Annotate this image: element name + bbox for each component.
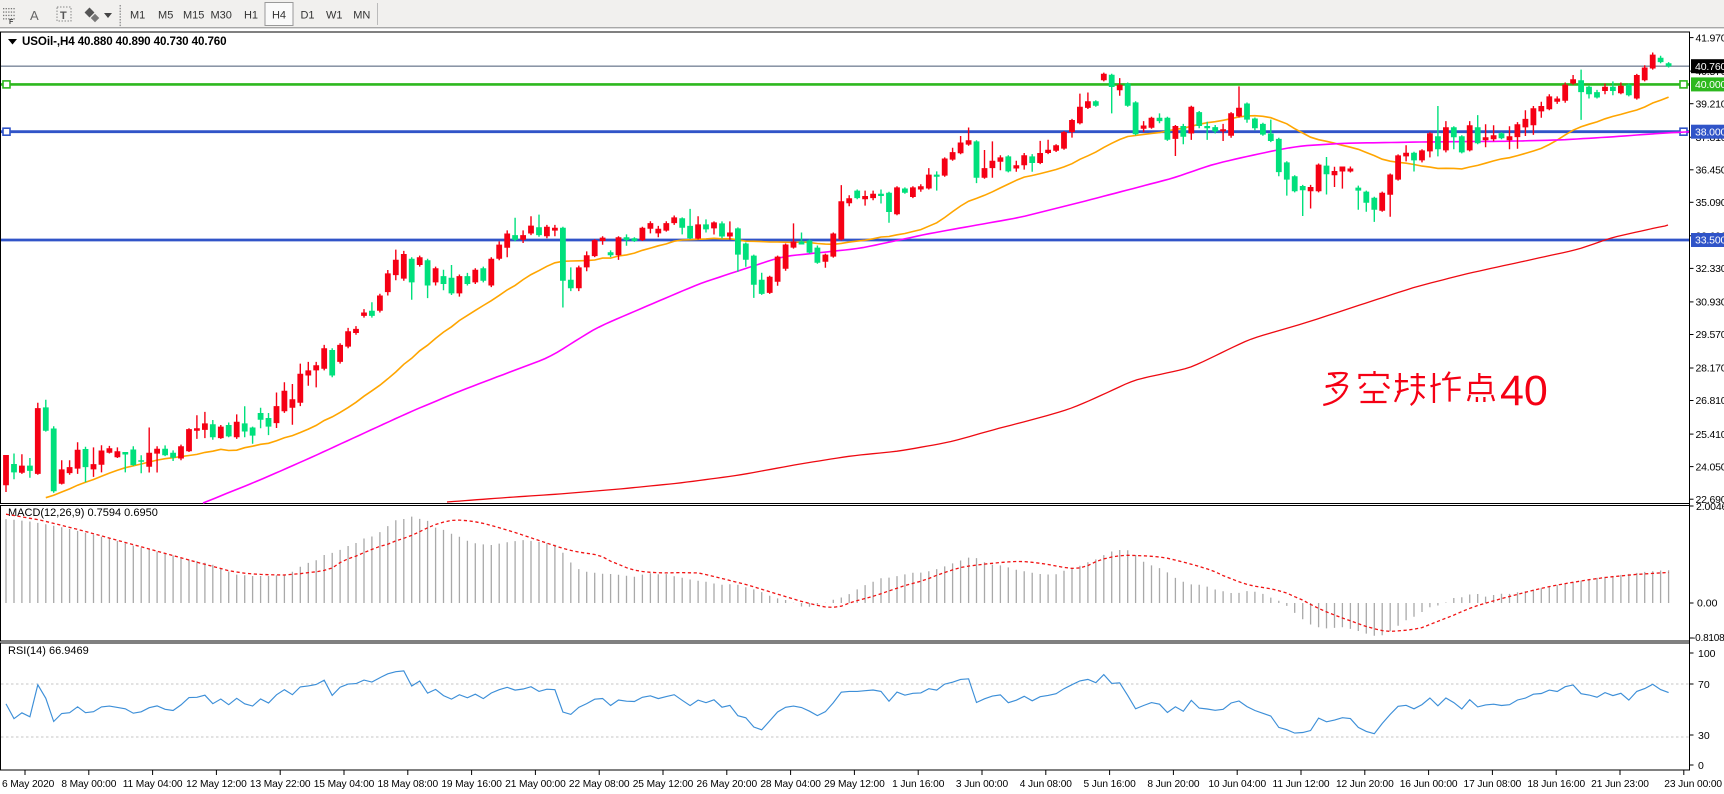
svg-text:T: T bbox=[60, 10, 67, 22]
svg-text:H1: H1 bbox=[244, 9, 258, 21]
svg-text:RSI(14) 66.9469: RSI(14) 66.9469 bbox=[8, 645, 89, 657]
svg-text:23 Jun 00:00: 23 Jun 00:00 bbox=[1664, 779, 1722, 790]
svg-text:70: 70 bbox=[1698, 679, 1710, 691]
svg-text:2.0046: 2.0046 bbox=[1696, 501, 1724, 513]
svg-text:28 May 04:00: 28 May 04:00 bbox=[760, 779, 821, 790]
svg-text:28.170: 28.170 bbox=[1696, 363, 1724, 375]
svg-text:M1: M1 bbox=[130, 9, 145, 21]
svg-text:A: A bbox=[30, 8, 39, 23]
svg-text:1 Jun 16:00: 1 Jun 16:00 bbox=[892, 779, 945, 790]
svg-text:21 May 00:00: 21 May 00:00 bbox=[505, 779, 566, 790]
svg-text:8 May 00:00: 8 May 00:00 bbox=[61, 779, 116, 790]
svg-text:36.450: 36.450 bbox=[1696, 165, 1724, 177]
svg-text:USOil-,H4 40.880 40.890 40.73: USOil-,H4 40.880 40.890 40.730 40.760 bbox=[22, 35, 227, 48]
svg-text:26 May 20:00: 26 May 20:00 bbox=[697, 779, 758, 790]
svg-text:W1: W1 bbox=[326, 9, 343, 21]
svg-text:29.570: 29.570 bbox=[1696, 329, 1724, 341]
svg-text:MN: MN bbox=[353, 9, 370, 21]
svg-text:5 Jun 16:00: 5 Jun 16:00 bbox=[1084, 779, 1137, 790]
svg-text:40: 40 bbox=[1500, 367, 1548, 415]
svg-text:13 May 22:00: 13 May 22:00 bbox=[250, 779, 311, 790]
svg-text:18 Jun 16:00: 18 Jun 16:00 bbox=[1527, 779, 1585, 790]
svg-text:8 Jun 20:00: 8 Jun 20:00 bbox=[1147, 779, 1200, 790]
svg-text:11 May 04:00: 11 May 04:00 bbox=[123, 779, 183, 790]
svg-text:MACD(12,26,9) 0.7594 0.6950: MACD(12,26,9) 0.7594 0.6950 bbox=[8, 507, 158, 519]
svg-text:12 May 12:00: 12 May 12:00 bbox=[186, 779, 247, 790]
svg-text:40.000: 40.000 bbox=[1695, 79, 1724, 91]
svg-text:35.090: 35.090 bbox=[1696, 197, 1724, 209]
svg-text:22.690: 22.690 bbox=[1696, 494, 1724, 506]
svg-text:30: 30 bbox=[1698, 730, 1710, 742]
svg-text:15 May 04:00: 15 May 04:00 bbox=[314, 779, 375, 790]
svg-text:38.000: 38.000 bbox=[1695, 126, 1724, 138]
svg-text:26.810: 26.810 bbox=[1696, 395, 1724, 407]
svg-text:24.050: 24.050 bbox=[1696, 461, 1724, 473]
svg-text:3 Jun 00:00: 3 Jun 00:00 bbox=[956, 779, 1009, 790]
svg-text:F: F bbox=[9, 19, 14, 26]
svg-text:32.330: 32.330 bbox=[1696, 263, 1724, 275]
svg-text:M5: M5 bbox=[158, 9, 173, 21]
svg-text:100: 100 bbox=[1698, 648, 1716, 660]
svg-text:30.930: 30.930 bbox=[1696, 297, 1724, 309]
svg-text:D1: D1 bbox=[300, 9, 314, 21]
svg-text:41.970: 41.970 bbox=[1696, 32, 1724, 44]
svg-text:M30: M30 bbox=[210, 9, 231, 21]
svg-text:M15: M15 bbox=[183, 9, 204, 21]
svg-text:11 Jun 12:00: 11 Jun 12:00 bbox=[1273, 779, 1330, 790]
svg-text:33.500: 33.500 bbox=[1695, 235, 1724, 247]
svg-text:6 May 2020: 6 May 2020 bbox=[2, 779, 55, 790]
svg-text:21 Jun 23:00: 21 Jun 23:00 bbox=[1591, 779, 1649, 790]
svg-text:10 Jun 04:00: 10 Jun 04:00 bbox=[1208, 779, 1266, 790]
svg-text:25.410: 25.410 bbox=[1696, 429, 1724, 441]
svg-text:12 Jun 20:00: 12 Jun 20:00 bbox=[1336, 779, 1394, 790]
svg-text:22 May 08:00: 22 May 08:00 bbox=[569, 779, 630, 790]
svg-text:16 Jun 00:00: 16 Jun 00:00 bbox=[1400, 779, 1458, 790]
svg-text:25 May 12:00: 25 May 12:00 bbox=[633, 779, 694, 790]
svg-text:0: 0 bbox=[1698, 760, 1704, 772]
svg-text:0.00: 0.00 bbox=[1697, 598, 1718, 610]
svg-text:29 May 12:00: 29 May 12:00 bbox=[824, 779, 885, 790]
svg-text:39.210: 39.210 bbox=[1696, 98, 1724, 110]
svg-text:-0.8108: -0.8108 bbox=[1692, 633, 1724, 644]
svg-text:19 May 16:00: 19 May 16:00 bbox=[441, 779, 502, 790]
svg-text:H4: H4 bbox=[272, 9, 286, 21]
svg-text:40.760: 40.760 bbox=[1695, 61, 1724, 73]
svg-text:4 Jun 08:00: 4 Jun 08:00 bbox=[1020, 779, 1073, 790]
svg-text:17 Jun 08:00: 17 Jun 08:00 bbox=[1464, 779, 1522, 790]
svg-text:18 May 08:00: 18 May 08:00 bbox=[378, 779, 439, 790]
